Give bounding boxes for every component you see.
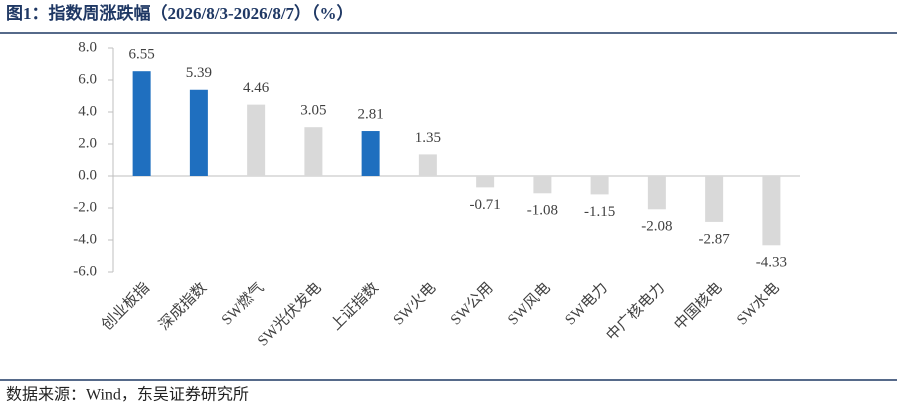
bar	[590, 176, 609, 195]
bar	[762, 176, 781, 246]
x-tick-label: 上证指数	[327, 279, 381, 333]
bar	[304, 127, 323, 176]
x-tick-label: SW电力	[562, 279, 611, 328]
bar	[533, 176, 552, 194]
x-tick-label: 中广核电力	[603, 279, 668, 344]
value-label: -2.87	[699, 231, 731, 247]
bar	[189, 89, 208, 176]
y-tick-label: 0.0	[78, 167, 97, 183]
bar	[418, 154, 437, 176]
y-tick-label: 2.0	[78, 135, 97, 151]
x-tick-label: SW公用	[448, 280, 496, 328]
y-tick-label: 6.0	[78, 71, 97, 87]
bar	[705, 176, 724, 222]
x-tick-label: 创业板指	[98, 279, 153, 334]
x-tick-label: SW水电	[733, 279, 782, 328]
value-label: -1.08	[527, 203, 558, 219]
chart-title: 图1：指数周涨跌幅（2026/8/3-2026/8/7）（%）	[6, 3, 354, 23]
bar	[132, 71, 151, 176]
value-label: 2.81	[358, 106, 384, 122]
x-tick-label: 中国核电	[671, 279, 725, 333]
value-label: -0.71	[470, 197, 501, 213]
y-tick-label: 8.0	[78, 39, 97, 55]
y-tick-label: 4.0	[78, 103, 97, 119]
value-label: 4.46	[243, 80, 270, 96]
value-label: 1.35	[415, 130, 441, 146]
value-label: 5.39	[186, 65, 212, 81]
y-tick-label: -4.0	[73, 231, 97, 247]
value-label: -4.33	[756, 255, 787, 271]
x-tick-label: 深成指数	[156, 279, 210, 333]
value-label: -1.15	[584, 204, 615, 220]
value-label: 3.05	[300, 103, 326, 119]
y-tick-label: -6.0	[73, 263, 97, 279]
x-tick-label: SW火电	[390, 279, 439, 328]
value-label: -2.08	[641, 219, 672, 235]
y-tick-label: -2.0	[73, 199, 97, 215]
bar	[647, 176, 666, 210]
bar	[247, 104, 266, 176]
value-label: 6.55	[129, 47, 155, 63]
x-tick-label: SW风电	[504, 279, 553, 328]
bar	[476, 176, 495, 188]
x-tick-label: SW燃气	[218, 279, 268, 329]
bar	[361, 131, 380, 176]
source-note: 数据来源：Wind，东吴证券研究所	[6, 386, 249, 404]
